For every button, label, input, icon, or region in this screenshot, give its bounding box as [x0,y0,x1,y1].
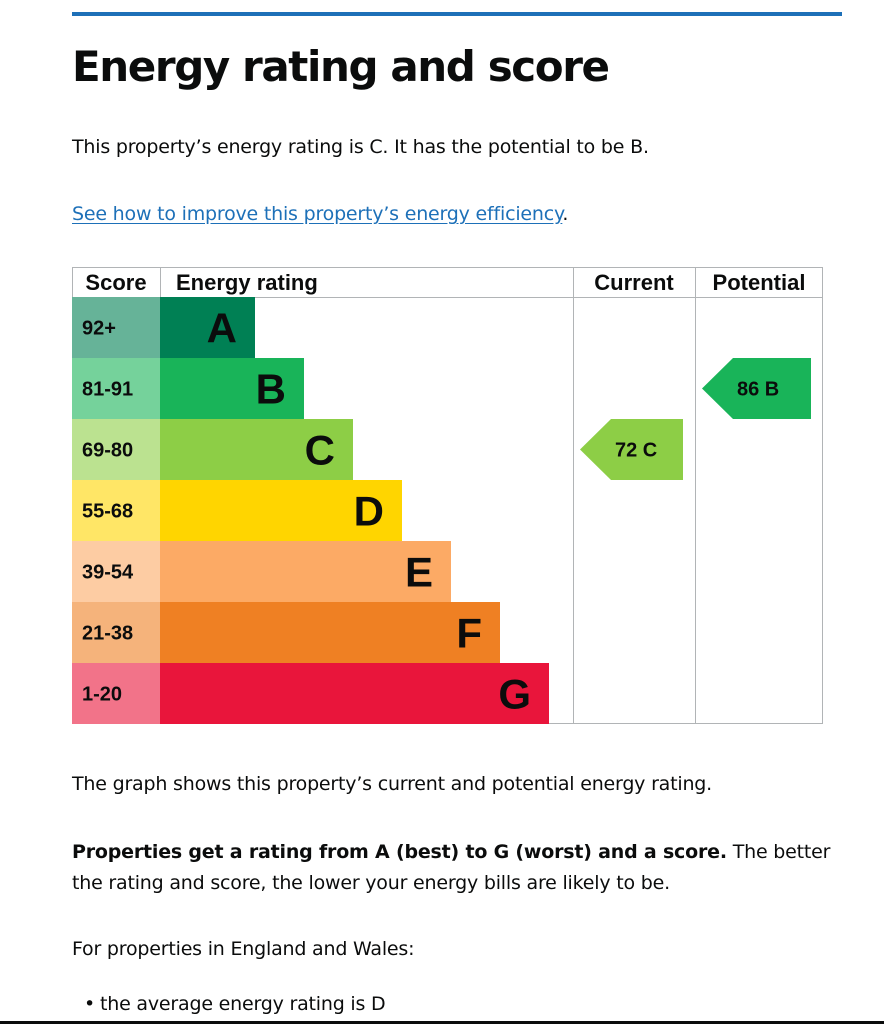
score-label-f: 21-38 [82,623,133,645]
band-letter-a: A [207,305,237,352]
score-cell-d [72,480,160,541]
rating-explanation: Properties get a rating from A (best) to… [72,837,832,899]
list-item: • the average energy rating is D [84,989,386,1020]
band-bar-f [160,602,500,663]
score-label-b: 81-91 [82,379,133,401]
band-letter-f: F [456,610,482,657]
band-bar-c [160,419,353,480]
rating-explanation-bold: Properties get a rating from A (best) to… [72,841,727,863]
energy-rating-chart: Score Energy rating Current Potential 92+ A 81… [72,267,823,724]
improve-link-paragraph: See how to improve this property’s energ… [72,199,568,230]
regional-intro: For properties in England and Wales: [72,938,415,960]
current-header: Current [594,270,674,295]
band-letter-e: E [405,549,433,596]
rating-explanation-rest: The better the rating and score, the low… [72,841,831,894]
score-cell-a [72,297,160,358]
score-label-e: 39-54 [82,562,134,584]
band-letter-b: B [256,366,286,413]
potential-header: Potential [713,270,806,295]
band-bar-b [160,358,304,419]
bottom-rule [0,1021,884,1024]
potential-rating-arrow [702,358,811,419]
score-header: Score [85,270,146,295]
score-label-a: 92+ [82,318,116,340]
score-label-c: 69-80 [82,440,133,462]
score-cell-b [72,358,160,419]
link-suffix: . [562,203,569,225]
top-rule [72,12,842,16]
band-letter-d: D [354,488,384,535]
score-cell-g [72,663,160,724]
band-letter-c: C [305,427,335,474]
graph-caption: The graph shows this property’s current … [72,773,712,795]
band-bar-e [160,541,451,602]
intro-text: This property’s energy rating is C. It h… [72,136,649,158]
score-label-d: 55-68 [82,501,133,523]
page-title: Energy rating and score [72,42,610,91]
bullet-dot: • [84,993,96,1015]
energy-rating-header: Energy rating [176,270,318,295]
improve-efficiency-link[interactable]: See how to improve this property’s energ… [72,203,563,225]
band-letter-g: G [498,671,531,718]
band-bar-a [160,297,255,358]
band-bar-d [160,480,402,541]
score-cell-f [72,602,160,663]
band-bar-g [160,663,549,724]
score-cell-e [72,541,160,602]
current-rating-arrow-label: 72 C [615,440,657,462]
bullet-text: the average energy rating is D [100,993,386,1015]
score-label-g: 1-20 [82,684,122,706]
potential-rating-arrow-label: 86 B [737,379,779,401]
score-cell-c [72,419,160,480]
current-rating-arrow [580,419,683,480]
